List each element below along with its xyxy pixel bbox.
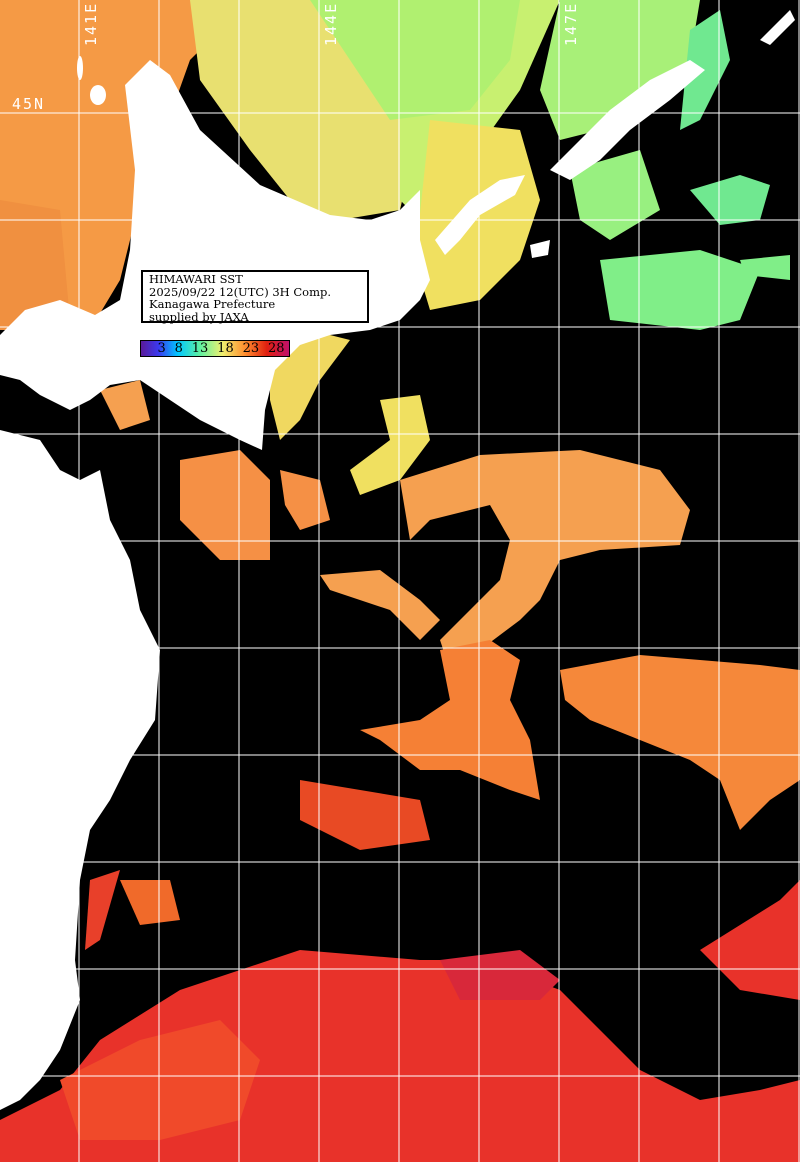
lon-label-144e: 144E [322,1,340,46]
lon-label-147e: 147E [562,1,580,46]
colorbar-tick: 13 [191,341,209,356]
colorbar-tick: 28 [268,341,285,356]
shikotan-island [530,240,550,258]
etorofu-island [550,60,705,180]
colorbar-tick: 3 [157,341,166,356]
kunashiri-island [435,175,525,255]
urup-island [760,10,795,45]
land [0,10,795,1110]
title-box: HIMAWARI SST 2025/09/22 12(UTC) 3H Comp.… [141,270,369,323]
datetime-line: 2025/09/22 12(UTC) 3H Comp. [149,284,332,299]
colorbar-tick: 18 [217,341,234,356]
sst-oyashio-front [100,330,690,670]
colorbar-tick: 23 [242,341,260,356]
publisher-line: Kanagawa Prefecture [149,297,276,311]
honshu [0,430,160,1110]
colorbar-tick: 8 [174,341,183,356]
lat-label-45n: 45N [12,95,46,113]
temperature-colorbar: 3 8 13 18 23 28 [140,340,290,357]
source-line: supplied by JAXA [149,309,249,324]
hokkaido [0,60,430,450]
title-line: HIMAWARI SST [149,272,243,286]
lon-label-141e: 141E [82,1,100,46]
rishiri-island [90,85,106,105]
